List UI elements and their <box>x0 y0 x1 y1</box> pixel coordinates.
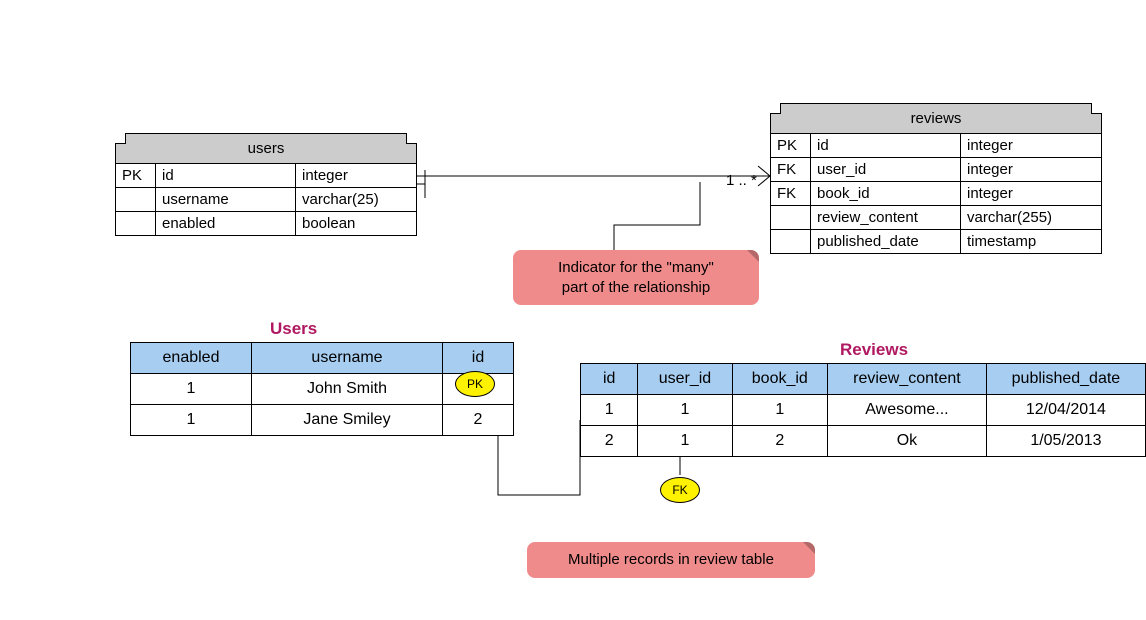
fold-corner <box>115 133 126 144</box>
data-header-cell: user_id <box>638 364 732 395</box>
schema-cell: username <box>156 188 296 212</box>
data-header-cell: username <box>252 343 443 374</box>
schema-cell <box>116 188 156 212</box>
data-cell: Ok <box>828 426 987 457</box>
data-header-cell: published_date <box>986 364 1145 395</box>
diagram-stage: users PKidintegerusernamevarchar(25)enab… <box>0 0 1146 620</box>
data-cell: 1 <box>638 426 732 457</box>
schema-title: reviews <box>771 104 1101 134</box>
data-cell: 1 <box>638 395 732 426</box>
data-cell: 2 <box>443 405 514 436</box>
data-header-cell: id <box>443 343 514 374</box>
schema-cell: id <box>811 134 961 158</box>
schema-grid: PKidintegerusernamevarchar(25)enabledboo… <box>116 164 416 235</box>
data-cell: Jane Smiley <box>252 405 443 436</box>
note-text: Indicator for the "many" <box>558 259 714 276</box>
data-cell: Awesome... <box>828 395 987 426</box>
data-header-cell: id <box>581 364 638 395</box>
data-cell: 2 <box>581 426 638 457</box>
schema-cell: PK <box>116 164 156 188</box>
data-cell: 1/05/2013 <box>986 426 1145 457</box>
fold-corner <box>406 133 417 144</box>
schema-cell: integer <box>961 158 1101 182</box>
note-dogear <box>803 542 815 554</box>
schema-table-reviews: reviews PKidinteger FKuser_idinteger FKboo… <box>770 103 1102 254</box>
data-cell: 12/04/2014 <box>986 395 1145 426</box>
schema-cell: FK <box>771 182 811 206</box>
schema-cell: varchar(25) <box>296 188 416 212</box>
pk-badge: PK <box>455 371 495 397</box>
note-dogear <box>747 250 759 262</box>
schema-cell: boolean <box>296 212 416 235</box>
schema-grid: PKidinteger FKuser_idinteger FKbook_idinte… <box>771 134 1101 253</box>
fold-corner <box>770 103 781 114</box>
schema-title: users <box>116 134 416 164</box>
relationship-cardinality-label: 1 .. * <box>726 172 757 189</box>
schema-cell <box>771 230 811 253</box>
schema-cell: timestamp <box>961 230 1101 253</box>
schema-cell: user_id <box>811 158 961 182</box>
schema-cell <box>771 206 811 230</box>
schema-cell <box>116 212 156 235</box>
schema-cell: integer <box>961 182 1101 206</box>
fk-badge: FK <box>660 477 700 503</box>
note-text: part of the relationship <box>562 279 710 296</box>
table-row: 1Jane Smiley2 <box>131 405 514 436</box>
fold-corner <box>1091 103 1102 114</box>
schema-cell: varchar(255) <box>961 206 1101 230</box>
callout-note-multiple: Multiple records in review table <box>527 542 815 578</box>
data-cell: 1 <box>732 395 827 426</box>
schema-cell: id <box>156 164 296 188</box>
table-row: 111Awesome...12/04/2014 <box>581 395 1146 426</box>
schema-cell: book_id <box>811 182 961 206</box>
schema-cell: review_content <box>811 206 961 230</box>
schema-cell: published_date <box>811 230 961 253</box>
table-row: 212Ok1/05/2013 <box>581 426 1146 457</box>
data-cell: 1 <box>131 374 252 405</box>
schema-cell: PK <box>771 134 811 158</box>
callout-note-indicator: Indicator for the "many" part of the rel… <box>513 250 759 305</box>
connector-lines <box>0 0 1146 620</box>
data-header-cell: enabled <box>131 343 252 374</box>
schema-cell: enabled <box>156 212 296 235</box>
data-table-reviews: iduser_idbook_idreview_contentpublished_… <box>580 363 1146 457</box>
schema-cell: FK <box>771 158 811 182</box>
schema-table-users: users PKidintegerusernamevarchar(25)enab… <box>115 133 417 236</box>
data-cell: 2 <box>732 426 827 457</box>
data-header-cell: book_id <box>732 364 827 395</box>
data-header-cell: review_content <box>828 364 987 395</box>
schema-cell: integer <box>961 134 1101 158</box>
schema-cell: integer <box>296 164 416 188</box>
data-table-title-users: Users <box>270 319 317 339</box>
data-cell: 1 <box>131 405 252 436</box>
data-cell: John Smith <box>252 374 443 405</box>
data-cell: 1 <box>581 395 638 426</box>
data-table-title-reviews: Reviews <box>840 340 908 360</box>
note-text: Multiple records in review table <box>568 551 774 568</box>
